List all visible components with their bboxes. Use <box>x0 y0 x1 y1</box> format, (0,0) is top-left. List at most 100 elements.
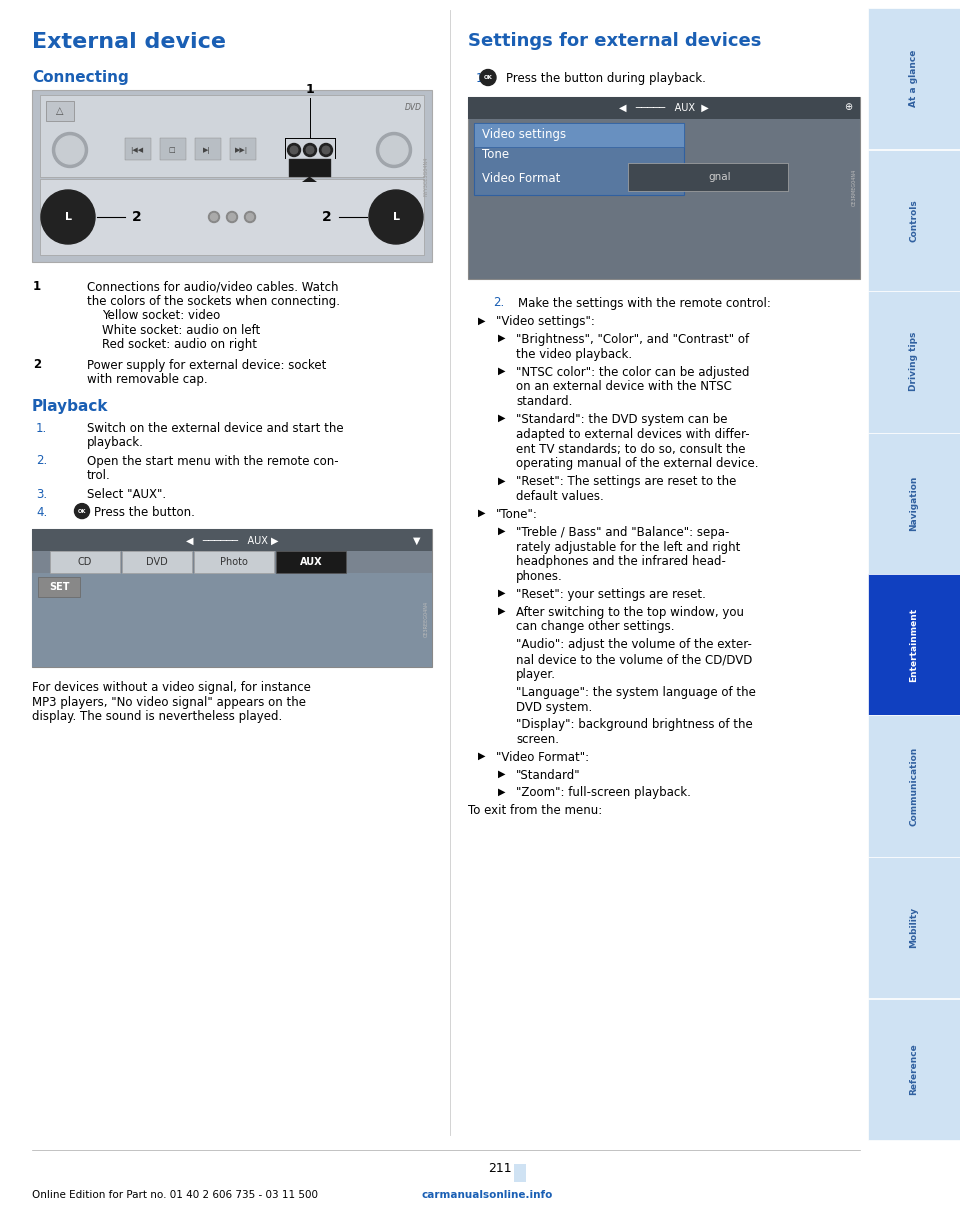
Text: "Brightness", "Color", and "Contrast" of: "Brightness", "Color", and "Contrast" of <box>516 334 749 346</box>
Text: on an external device with the NTSC: on an external device with the NTSC <box>516 380 732 393</box>
Bar <box>474 122 684 194</box>
Text: |◀◀: |◀◀ <box>131 147 144 154</box>
Bar <box>868 291 960 433</box>
Circle shape <box>369 189 423 244</box>
Text: Video settings: Video settings <box>482 128 566 141</box>
Text: Connecting: Connecting <box>32 70 129 86</box>
Text: standard.: standard. <box>516 395 572 408</box>
Text: default values.: default values. <box>516 490 604 503</box>
Text: ▶: ▶ <box>498 475 506 485</box>
Bar <box>38 578 80 598</box>
Text: gnal: gnal <box>708 171 731 182</box>
Bar <box>468 97 860 119</box>
Text: Connections for audio/video cables. Watch: Connections for audio/video cables. Watc… <box>87 280 339 293</box>
Circle shape <box>75 503 89 518</box>
Text: playback.: playback. <box>87 436 144 448</box>
Text: "Reset": your settings are reset.: "Reset": your settings are reset. <box>516 588 706 601</box>
Text: Yellow socket: video: Yellow socket: video <box>102 309 220 323</box>
Text: "Standard": the DVD system can be: "Standard": the DVD system can be <box>516 413 728 426</box>
Text: "Language": the system language of the: "Language": the system language of the <box>516 686 756 699</box>
Text: Power supply for external device: socket: Power supply for external device: socket <box>87 358 326 371</box>
Circle shape <box>480 70 496 86</box>
Text: ⊕: ⊕ <box>844 103 852 112</box>
Bar <box>160 138 186 160</box>
Circle shape <box>245 211 255 222</box>
Text: MP3 players, "No video signal" appears on the: MP3 players, "No video signal" appears o… <box>32 697 306 709</box>
Bar <box>195 138 221 160</box>
Text: Select "AUX".: Select "AUX". <box>87 488 166 501</box>
Bar <box>40 95 424 177</box>
Text: 211: 211 <box>489 1162 512 1176</box>
Text: To exit from the menu:: To exit from the menu: <box>468 804 602 818</box>
Text: Mobility: Mobility <box>909 907 919 948</box>
Text: 1.: 1. <box>476 72 488 86</box>
Text: CE3REEG04N4: CE3REEG04N4 <box>423 601 428 637</box>
Text: 2: 2 <box>33 358 41 371</box>
Circle shape <box>228 214 235 220</box>
Circle shape <box>56 136 84 164</box>
Bar <box>32 573 432 667</box>
Text: Open the start menu with the remote con-: Open the start menu with the remote con- <box>87 455 339 468</box>
Circle shape <box>287 143 300 156</box>
Bar <box>868 9 960 149</box>
Bar <box>868 857 960 998</box>
Text: ▶: ▶ <box>478 508 486 518</box>
Bar <box>50 551 120 573</box>
Text: 1.: 1. <box>36 422 47 435</box>
Bar <box>474 122 684 147</box>
Text: DVD: DVD <box>146 557 168 567</box>
Bar <box>276 551 346 573</box>
Text: "Audio": adjust the volume of the exter-: "Audio": adjust the volume of the exter- <box>516 638 752 651</box>
Text: △: △ <box>57 106 63 116</box>
Text: At a glance: At a glance <box>909 50 919 108</box>
Bar <box>46 101 74 121</box>
Text: the video playback.: the video playback. <box>516 348 632 360</box>
Text: Online Edition for Part no. 01 40 2 606 735 - 03 11 500: Online Edition for Part no. 01 40 2 606 … <box>32 1190 318 1200</box>
Text: "Standard": "Standard" <box>516 769 581 782</box>
Text: Press the button.: Press the button. <box>94 506 195 519</box>
Text: 2.: 2. <box>493 297 504 309</box>
Text: Tone: Tone <box>482 148 509 161</box>
Text: display. The sound is nevertheless played.: display. The sound is nevertheless playe… <box>32 710 282 723</box>
Text: ◀   ─────   AUX  ▶: ◀ ───── AUX ▶ <box>619 103 708 112</box>
Text: ▶: ▶ <box>498 525 506 535</box>
Circle shape <box>380 136 408 164</box>
Text: "Reset": The settings are reset to the: "Reset": The settings are reset to the <box>516 475 736 489</box>
Circle shape <box>320 143 332 156</box>
Text: White socket: audio on left: White socket: audio on left <box>102 324 260 336</box>
Text: ▶: ▶ <box>498 787 506 797</box>
Circle shape <box>376 132 412 167</box>
Text: Press the button during playback.: Press the button during playback. <box>506 72 706 86</box>
Bar <box>514 1165 526 1182</box>
Circle shape <box>227 211 237 222</box>
Text: with removable cap.: with removable cap. <box>87 373 207 386</box>
Text: trol.: trol. <box>87 469 110 481</box>
Text: "Treble / Bass" and "Balance": sepa-: "Treble / Bass" and "Balance": sepa- <box>516 525 730 539</box>
Bar <box>868 574 960 716</box>
Text: DVD: DVD <box>405 103 422 112</box>
Text: L: L <box>64 211 71 222</box>
Text: CE3RMEG04N4: CE3RMEG04N4 <box>852 169 856 207</box>
Text: External device: External device <box>32 32 226 53</box>
Polygon shape <box>302 176 317 182</box>
Text: 3.: 3. <box>36 488 47 501</box>
Bar <box>122 551 192 573</box>
Text: ▶|: ▶| <box>204 147 211 154</box>
Text: Photo: Photo <box>220 557 248 567</box>
Circle shape <box>247 214 253 220</box>
Text: ◀   ──────   AUX ▶: ◀ ────── AUX ▶ <box>185 535 278 545</box>
Text: Video Format: Video Format <box>482 172 561 185</box>
Circle shape <box>290 147 298 154</box>
Bar <box>32 529 432 667</box>
Text: rately adjustable for the left and right: rately adjustable for the left and right <box>516 540 740 554</box>
Text: Navigation: Navigation <box>909 475 919 530</box>
Text: For devices without a video signal, for instance: For devices without a video signal, for … <box>32 682 311 694</box>
Text: Red socket: audio on right: Red socket: audio on right <box>102 338 257 351</box>
Text: DVD system.: DVD system. <box>516 700 592 714</box>
Text: Entertainment: Entertainment <box>909 607 919 682</box>
Text: 1: 1 <box>305 83 314 97</box>
Circle shape <box>41 189 95 244</box>
Text: ▶: ▶ <box>498 588 506 598</box>
Text: ent TV standards; to do so, consult the: ent TV standards; to do so, consult the <box>516 442 746 456</box>
Text: player.: player. <box>516 668 556 681</box>
